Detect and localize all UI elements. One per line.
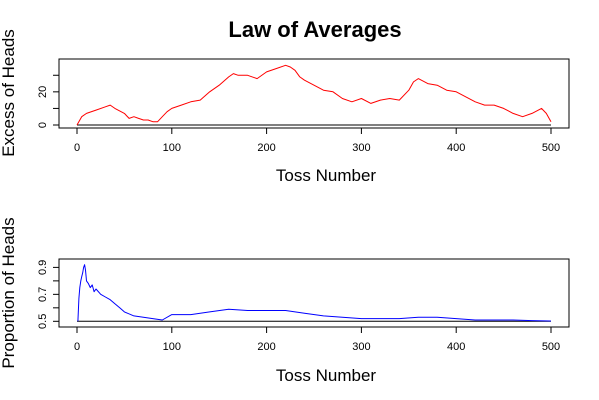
y-axis-label: Excess of Heads bbox=[0, 29, 18, 157]
x-tick-label: 500 bbox=[542, 341, 560, 353]
plot-frame bbox=[58, 58, 570, 129]
x-tick-label: 100 bbox=[163, 142, 181, 154]
x-tick-label: 200 bbox=[257, 142, 275, 154]
y-tick-label: 0 bbox=[37, 122, 49, 128]
x-tick-label: 300 bbox=[352, 341, 370, 353]
y-tick-label: 20 bbox=[37, 86, 49, 98]
series-line bbox=[77, 264, 552, 322]
x-tick-label: 300 bbox=[352, 142, 370, 154]
y-tick-label: 0.7 bbox=[37, 287, 49, 302]
plot-frame bbox=[58, 258, 570, 328]
x-axis-label: Toss Number bbox=[276, 366, 376, 385]
excess-of-heads-chart: 0 100 200 300 400 500 0 20 Toss Number Excess of … bbox=[0, 29, 570, 185]
x-tick-label: 200 bbox=[257, 341, 275, 353]
x-axis-label: Toss Number bbox=[276, 166, 376, 185]
x-tick-label: 0 bbox=[74, 341, 80, 353]
x-tick-label: 400 bbox=[447, 341, 465, 353]
x-tick-label: 100 bbox=[163, 341, 181, 353]
series-line bbox=[76, 64, 552, 126]
x-tick-label: 400 bbox=[447, 142, 465, 154]
x-tick-label: 500 bbox=[542, 142, 560, 154]
x-tick-label: 0 bbox=[74, 142, 80, 154]
page-title: Law of Averages bbox=[228, 17, 401, 42]
proportion-of-heads-chart: 0 100 200 300 400 500 0.5 0.7 0.9 Toss Number Prop… bbox=[0, 217, 570, 385]
y-tick-label: 0.9 bbox=[37, 260, 49, 275]
y-axis-label: Proportion of Heads bbox=[0, 217, 18, 368]
y-tick-label: 0.5 bbox=[37, 314, 49, 329]
